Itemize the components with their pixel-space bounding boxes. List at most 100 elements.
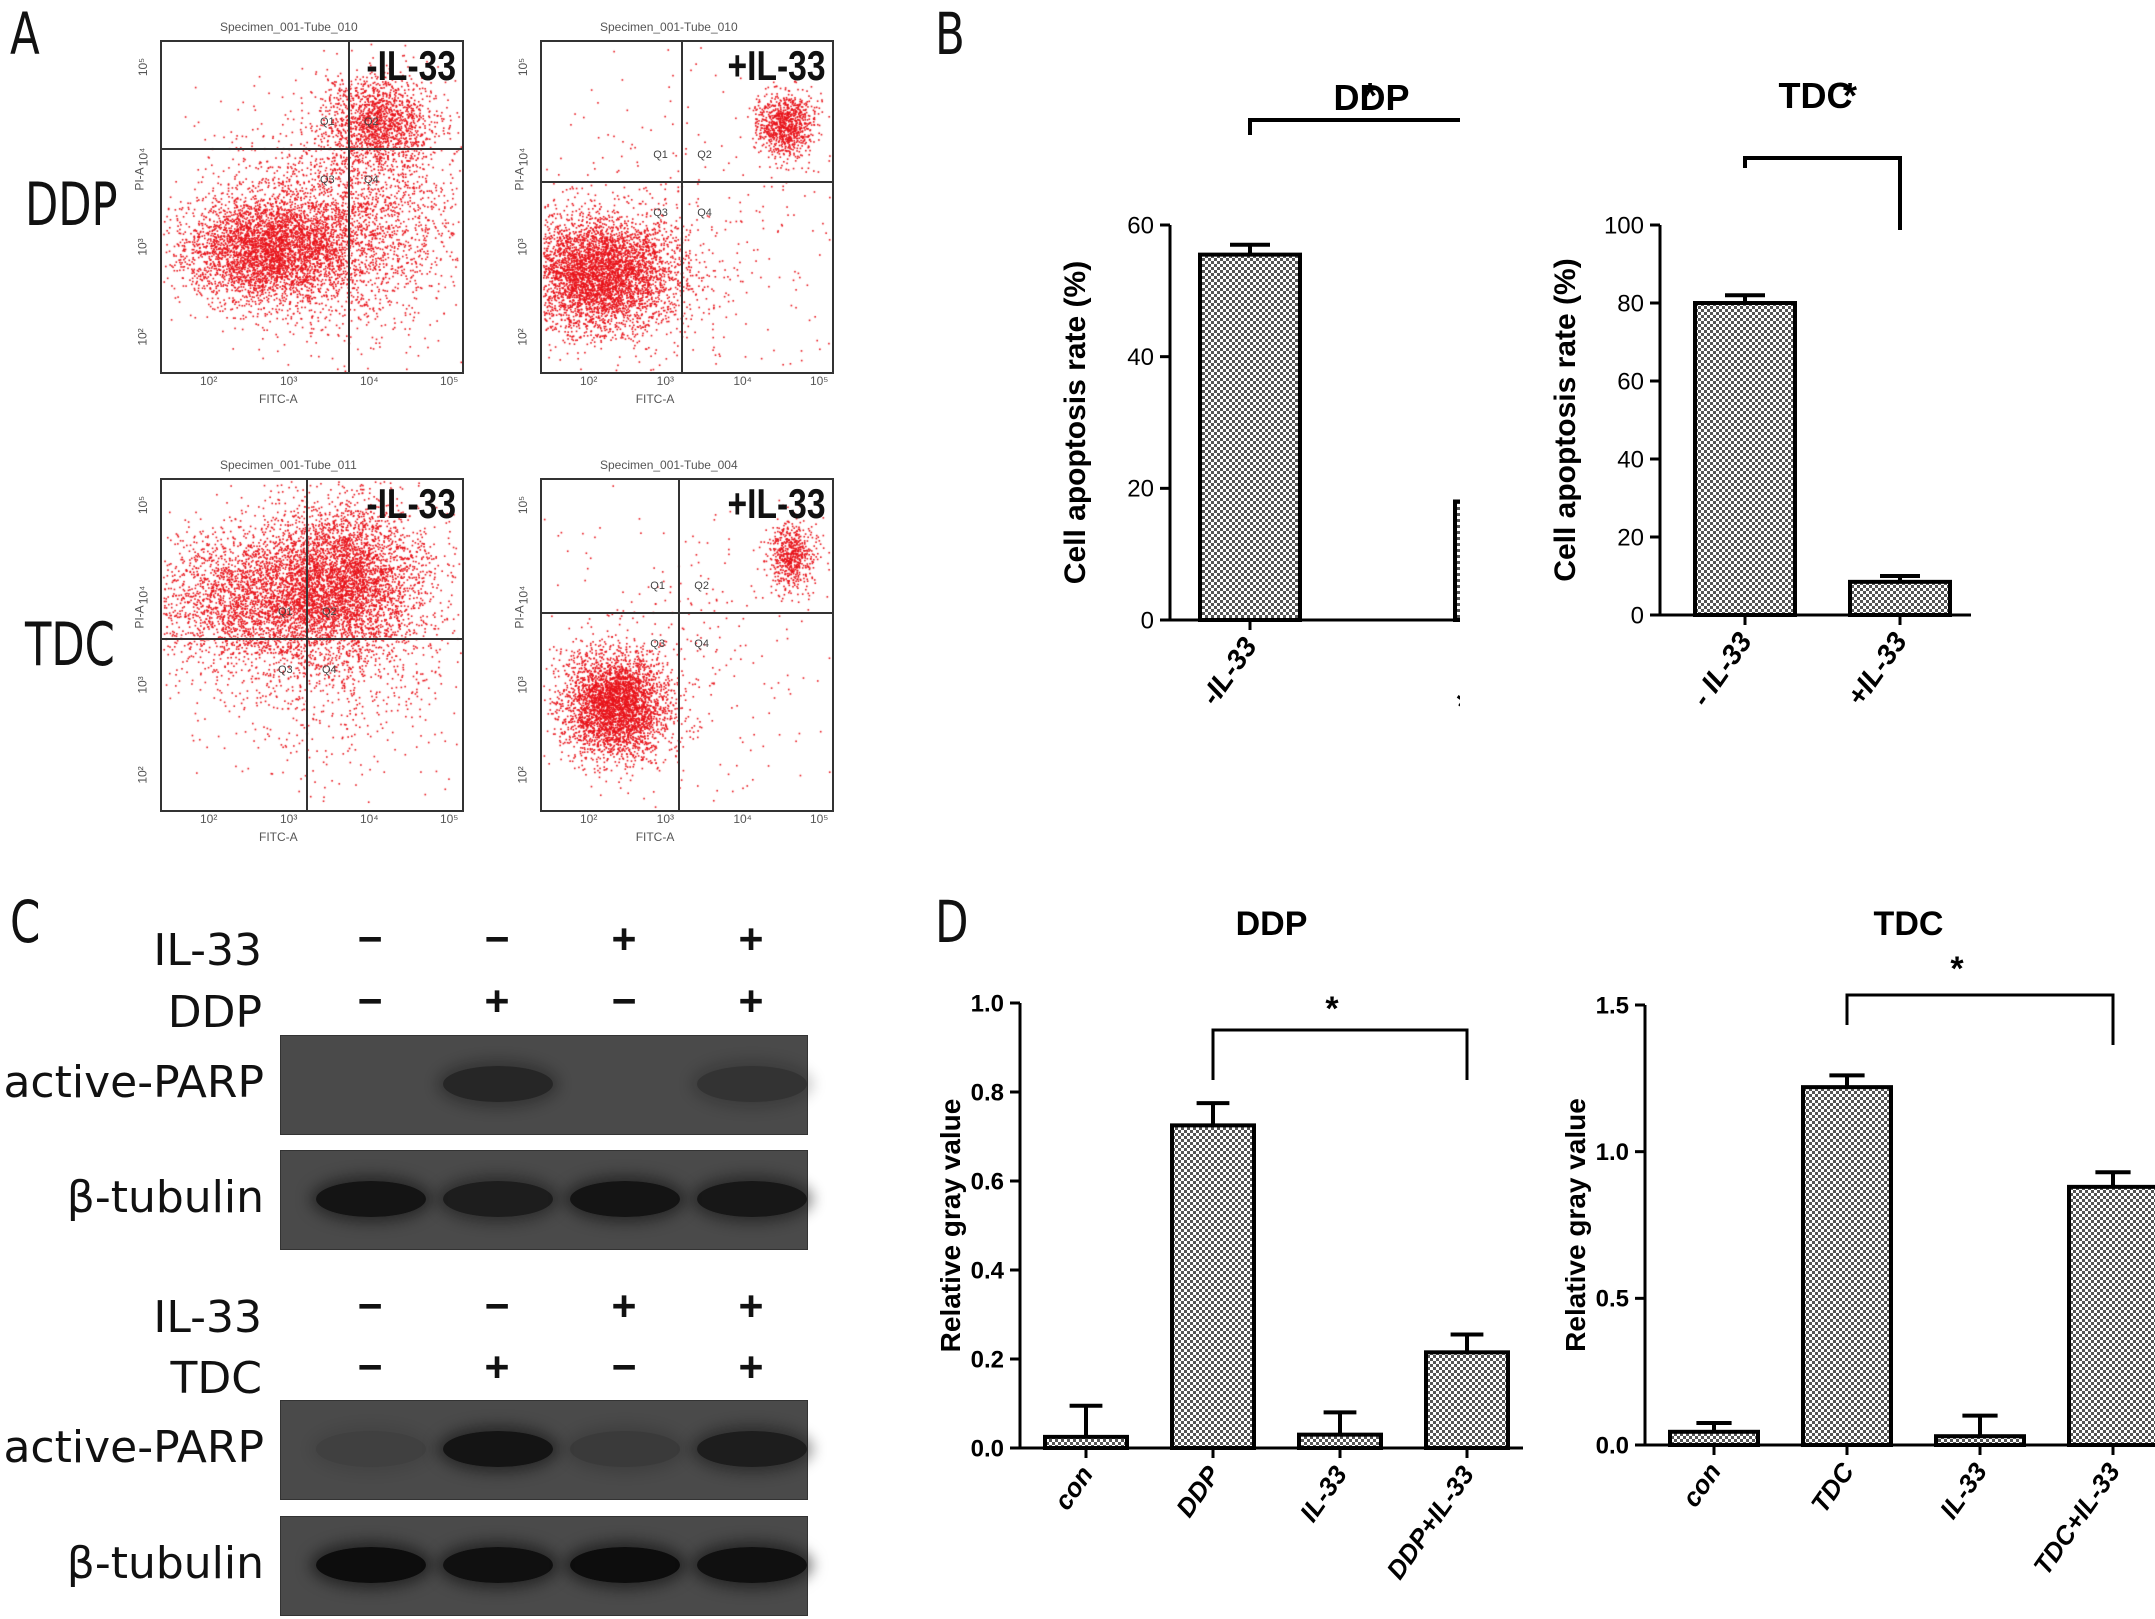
flow-scatter-plot: Q1 Q2 Q3 Q4 +IL-33	[540, 478, 834, 812]
y-axis-label: Relative gray value	[935, 1099, 966, 1353]
x-tick-label: IL-33	[1294, 1460, 1354, 1527]
x-tick-label: 10³	[657, 812, 674, 826]
y-axis-label: PI-A	[133, 605, 147, 628]
x-tick-label: DDP+IL-33	[1380, 1460, 1480, 1585]
quadrant-label: Q4	[697, 207, 712, 219]
y-tick-label: 0.6	[971, 1168, 1004, 1195]
panel-label-c: C	[10, 888, 40, 956]
y-axis-label: PI-A	[133, 167, 147, 190]
wb-lane-sign: +	[731, 916, 771, 962]
bar	[1426, 1352, 1508, 1448]
significance-star: *	[1363, 75, 1377, 116]
x-tick-label: con	[1676, 1457, 1727, 1512]
quadrant-label: Q1	[650, 580, 665, 592]
wb-band	[443, 1547, 553, 1583]
y-tick-label: 10⁵	[516, 496, 530, 514]
y-tick-label: 80	[1617, 290, 1644, 317]
x-tick-label: 10²	[200, 812, 217, 826]
quadrant-label: Q3	[278, 664, 293, 676]
quadrant-label: Q3	[650, 638, 665, 650]
x-tick-label: TDC+IL-33	[2027, 1457, 2126, 1581]
wb-lane-sign: −	[350, 978, 390, 1024]
x-axis-label: FITC-A	[259, 392, 298, 406]
bar	[2069, 1187, 2155, 1445]
wb-band	[443, 1066, 553, 1102]
chart-title: TDC	[1874, 905, 1944, 943]
significance-bracket	[1213, 1030, 1467, 1080]
y-tick-label: 10⁴	[516, 148, 530, 167]
wb-blot-strip	[280, 1400, 808, 1500]
wb-lane-sign: +	[604, 916, 644, 962]
wb-lane-sign: −	[604, 1344, 644, 1390]
y-tick-label: 100	[1604, 212, 1644, 239]
flow-specimen-title: Specimen_001-Tube_010	[600, 20, 738, 34]
bar	[1455, 502, 1460, 621]
y-tick-label: 20	[1127, 476, 1154, 503]
quadrant-hline	[542, 612, 832, 614]
x-tick-label: DDP	[1170, 1460, 1226, 1523]
y-tick-label: 10⁴	[136, 148, 150, 167]
wb-lane-sign: +	[477, 1344, 517, 1390]
apoptosis-chart-tdc: 020406080100- IL-33 +IL-33TDC*Cell apopto…	[1530, 60, 1990, 780]
wb-lane-sign: −	[477, 1283, 517, 1329]
y-tick-label: 20	[1617, 524, 1644, 551]
y-tick-label: 10⁴	[516, 586, 530, 605]
y-tick-label: 0.0	[1596, 1432, 1629, 1459]
wb-band	[316, 1547, 426, 1583]
x-axis-label: FITC-A	[636, 830, 675, 844]
x-tick-label: TDC	[1805, 1456, 1861, 1518]
x-tick-label: 10²	[580, 374, 597, 388]
y-tick-label: 0.8	[971, 1079, 1004, 1106]
flow-specimen-title: Specimen_001-Tube_004	[600, 458, 738, 472]
x-tick-label: 10⁵	[810, 812, 828, 826]
quadrant-vline	[348, 42, 350, 372]
wb-lane-sign: −	[350, 916, 390, 962]
wb-treatment-label: DDP	[168, 987, 262, 1038]
quadrant-label: Q1	[278, 606, 293, 618]
flow-dot-cloud	[542, 480, 832, 810]
significance-star: *	[1843, 75, 1857, 116]
quadrant-label: Q2	[364, 116, 379, 128]
y-tick-label: 10²	[136, 328, 150, 345]
significance-bracket	[1250, 120, 1460, 195]
flow-dot-cloud	[162, 480, 462, 810]
wb-band	[316, 1181, 426, 1217]
bar	[1200, 255, 1300, 620]
quadrant-label: Q1	[653, 149, 668, 161]
wb-treatment-label: TDC	[171, 1353, 262, 1404]
y-tick-label: 10²	[516, 766, 530, 783]
wb-lane-sign: −	[604, 978, 644, 1024]
bar	[1299, 1435, 1381, 1448]
y-tick-label: 10³	[136, 676, 150, 693]
flow-scatter-plot: Q1 Q2 Q3 Q4 -IL-33	[160, 478, 464, 812]
il33-condition-tag: +IL-33	[728, 480, 826, 528]
apoptosis-chart-ddp: 0 20 40 60 -IL-33 +IL-33 DDP* Cell apoptosis ra…	[1040, 60, 1460, 780]
wb-band	[570, 1181, 680, 1217]
x-tick-label: 10³	[280, 812, 297, 826]
wb-protein-label: active-PARP	[3, 1057, 264, 1108]
quadrant-label: Q2	[697, 149, 712, 161]
y-axis-label: PI-A	[513, 605, 527, 628]
wb-lane-sign: −	[350, 1283, 390, 1329]
quadrant-vline	[681, 42, 683, 372]
wb-treatment-label: IL-33	[153, 1292, 262, 1343]
wb-protein-label: β-tubulin	[67, 1172, 264, 1223]
y-tick-label: 0.2	[971, 1346, 1004, 1373]
gray-value-chart-ddp: 0.00.20.40.60.81.0con DDP IL-33 DDP+IL-33DD…	[920, 890, 1540, 1610]
bar	[1670, 1432, 1758, 1445]
x-tick-label: 10⁴	[733, 812, 752, 826]
wb-blot-strip	[280, 1150, 808, 1250]
y-tick-label: 10⁴	[136, 586, 150, 605]
x-tick-label: con	[1048, 1460, 1099, 1515]
wb-lane-sign: −	[350, 1344, 390, 1390]
x-axis-label: FITC-A	[636, 392, 675, 406]
flow-dot-cloud	[542, 42, 832, 372]
wb-band	[443, 1181, 553, 1217]
quadrant-label: Q4	[364, 174, 379, 186]
wb-treatment-label: IL-33	[153, 925, 262, 976]
quadrant-label: Q3	[320, 174, 335, 186]
quadrant-label: Q4	[322, 664, 337, 676]
bar	[1850, 582, 1950, 615]
y-tick-label: 10⁵	[516, 58, 530, 76]
y-tick-label: 1.5	[1596, 992, 1629, 1019]
